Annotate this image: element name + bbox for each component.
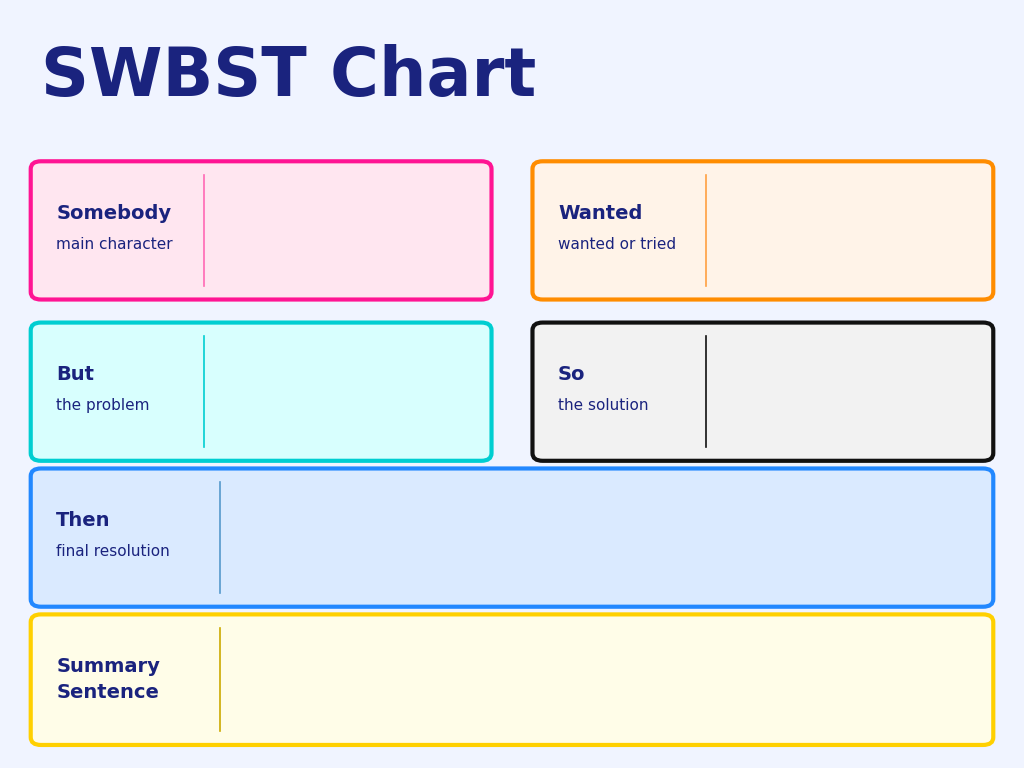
Text: the solution: the solution: [558, 398, 648, 413]
FancyBboxPatch shape: [31, 323, 492, 461]
Text: wanted or tried: wanted or tried: [558, 237, 676, 252]
Text: main character: main character: [56, 237, 173, 252]
FancyBboxPatch shape: [31, 614, 993, 745]
Text: final resolution: final resolution: [56, 544, 170, 559]
Text: But: But: [56, 366, 94, 384]
FancyBboxPatch shape: [532, 161, 993, 300]
Text: Wanted: Wanted: [558, 204, 642, 223]
Text: Somebody: Somebody: [56, 204, 171, 223]
Text: the problem: the problem: [56, 398, 150, 413]
Text: Then: Then: [56, 511, 111, 530]
FancyBboxPatch shape: [31, 161, 492, 300]
Text: So: So: [558, 366, 586, 384]
Text: SWBST Chart: SWBST Chart: [41, 44, 537, 110]
FancyBboxPatch shape: [31, 468, 993, 607]
Text: Summary
Sentence: Summary Sentence: [56, 657, 160, 703]
FancyBboxPatch shape: [532, 323, 993, 461]
